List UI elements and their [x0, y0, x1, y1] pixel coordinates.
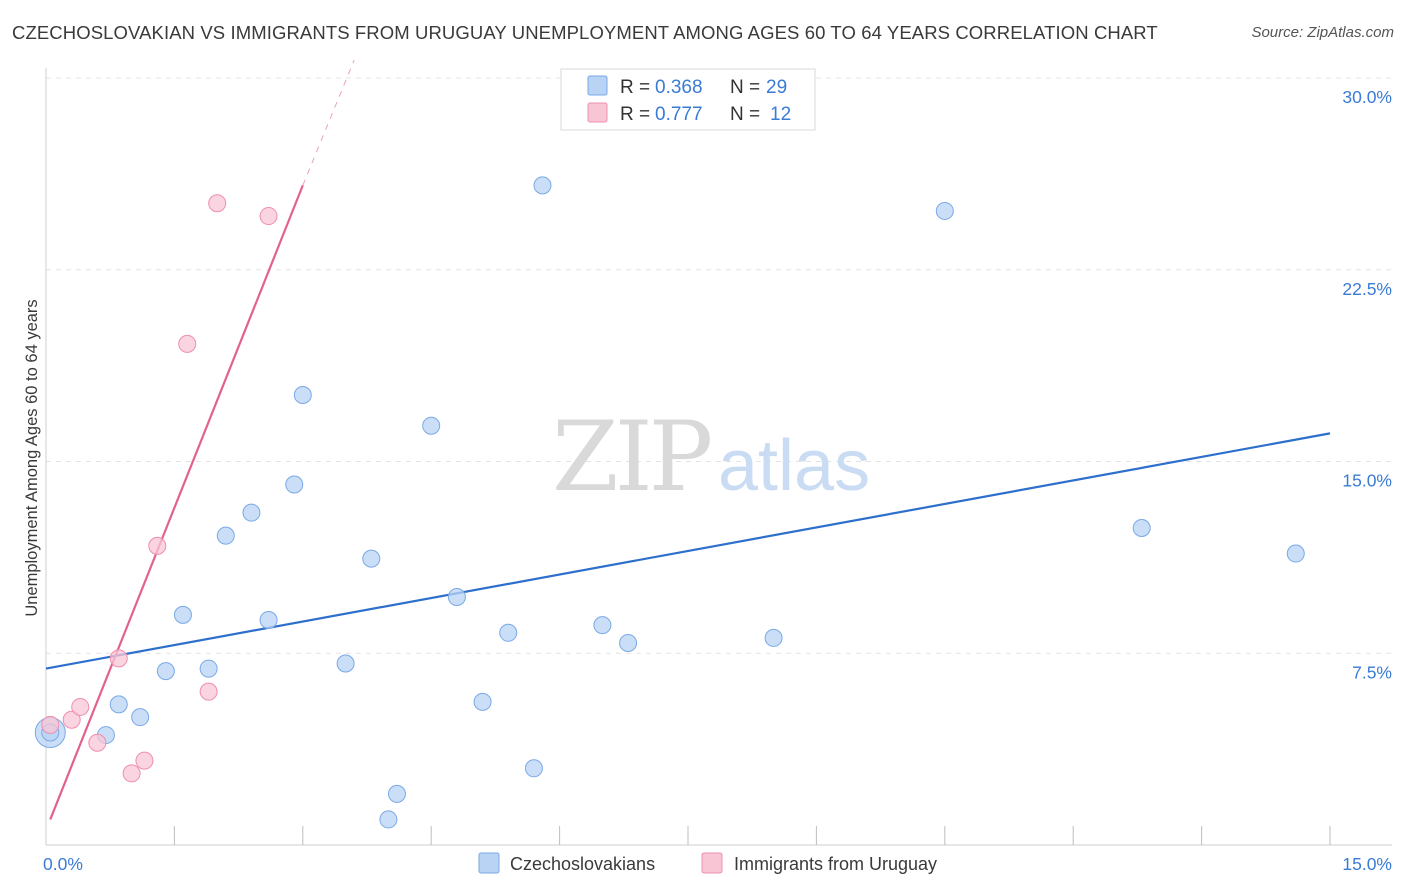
point-uruguay — [178, 334, 197, 353]
point-uruguay — [208, 194, 227, 213]
point-czechoslovakians — [216, 526, 235, 545]
point-czechoslovakians — [199, 659, 218, 678]
point-czechoslovakians — [379, 810, 398, 829]
point-czechoslovakians — [387, 784, 406, 803]
bottom-legend-label-czechoslovakians: Czechoslovakians — [510, 854, 655, 874]
point-czechoslovakians — [447, 588, 466, 607]
y-tick-label: 7.5% — [1352, 662, 1392, 682]
legend-r-value: 0.777 — [655, 104, 703, 125]
point-czechoslovakians — [935, 201, 954, 220]
bottom-legend-swatch-blue — [478, 852, 500, 874]
point-czechoslovakians — [156, 662, 175, 681]
point-czechoslovakians — [593, 616, 612, 635]
point-czechoslovakians — [293, 386, 312, 405]
legend-n-value: 12 — [770, 104, 791, 125]
point-uruguay — [62, 710, 81, 729]
y-tick-labels: 7.5% 15.0% 22.5% 30.0% — [1342, 87, 1392, 682]
data-points — [34, 176, 1305, 829]
point-uruguay — [199, 682, 218, 701]
legend-n-label: N = — [730, 104, 760, 125]
watermark-zip: ZIP — [552, 401, 711, 513]
point-czechoslovakians — [499, 623, 518, 642]
point-uruguay — [41, 715, 60, 734]
point-czechoslovakians — [1132, 518, 1151, 537]
point-czechoslovakians — [524, 759, 543, 778]
legend-n-label: N = — [730, 77, 760, 98]
legend-r-label: R = — [620, 104, 650, 125]
bottom-legend: Czechoslovakians Immigrants from Uruguay — [478, 852, 937, 874]
legend-r-label: R = — [620, 77, 650, 98]
point-czechoslovakians — [1286, 544, 1305, 563]
point-czechoslovakians — [336, 654, 355, 673]
point-czechoslovakians — [764, 628, 783, 647]
point-czechoslovakians — [285, 475, 304, 494]
watermark-atlas: atlas — [718, 426, 870, 506]
point-czechoslovakians — [619, 634, 638, 653]
point-czechoslovakians — [131, 708, 150, 727]
trend-line-czechoslovakians — [45, 432, 1331, 670]
legend-r-value: 0.368 — [655, 77, 703, 98]
source-label: Source: ZipAtlas.com — [1251, 24, 1394, 41]
trend-lines — [45, 59, 1331, 820]
x-tick-labels: 0.0% 15.0% — [43, 854, 1392, 874]
trend-line-uruguay — [49, 184, 304, 820]
chart-title: CZECHOSLOVAKIAN VS IMMIGRANTS FROM URUGU… — [12, 22, 1158, 43]
point-czechoslovakians — [242, 503, 261, 522]
point-uruguay — [148, 536, 167, 555]
legend-n-value: 29 — [766, 77, 787, 98]
grid-lines — [46, 77, 1392, 654]
point-uruguay — [122, 764, 141, 783]
legend-swatch-pink — [587, 102, 608, 123]
axes — [45, 68, 1392, 846]
legend-swatch-blue — [587, 75, 608, 96]
point-czechoslovakians — [422, 416, 441, 435]
point-czechoslovakians — [173, 605, 192, 624]
y-tick-label: 22.5% — [1342, 279, 1392, 299]
point-uruguay — [135, 751, 154, 770]
bottom-legend-label-uruguay: Immigrants from Uruguay — [734, 854, 937, 874]
point-czechoslovakians — [362, 549, 381, 568]
x-tick-label: 15.0% — [1342, 854, 1392, 874]
point-uruguay — [71, 697, 90, 716]
x-tick-label: 0.0% — [43, 854, 83, 874]
bottom-legend-swatch-pink — [701, 852, 723, 874]
point-czechoslovakians — [109, 695, 128, 714]
point-czechoslovakians — [259, 611, 278, 630]
point-czechoslovakians — [533, 176, 552, 195]
y-axis-title: Unemployment Among Ages 60 to 64 years — [23, 299, 41, 616]
point-uruguay — [88, 733, 107, 752]
legend-box: R = 0.368 N = 29 R = 0.777 N = 12 — [560, 68, 816, 131]
y-tick-label: 30.0% — [1342, 87, 1392, 107]
trend-line-uruguay-extension — [302, 59, 355, 186]
point-uruguay — [109, 649, 128, 668]
point-czechoslovakians — [473, 692, 492, 711]
point-uruguay — [259, 207, 278, 226]
y-tick-label: 15.0% — [1342, 471, 1392, 491]
watermark: ZIP atlas — [552, 401, 870, 513]
